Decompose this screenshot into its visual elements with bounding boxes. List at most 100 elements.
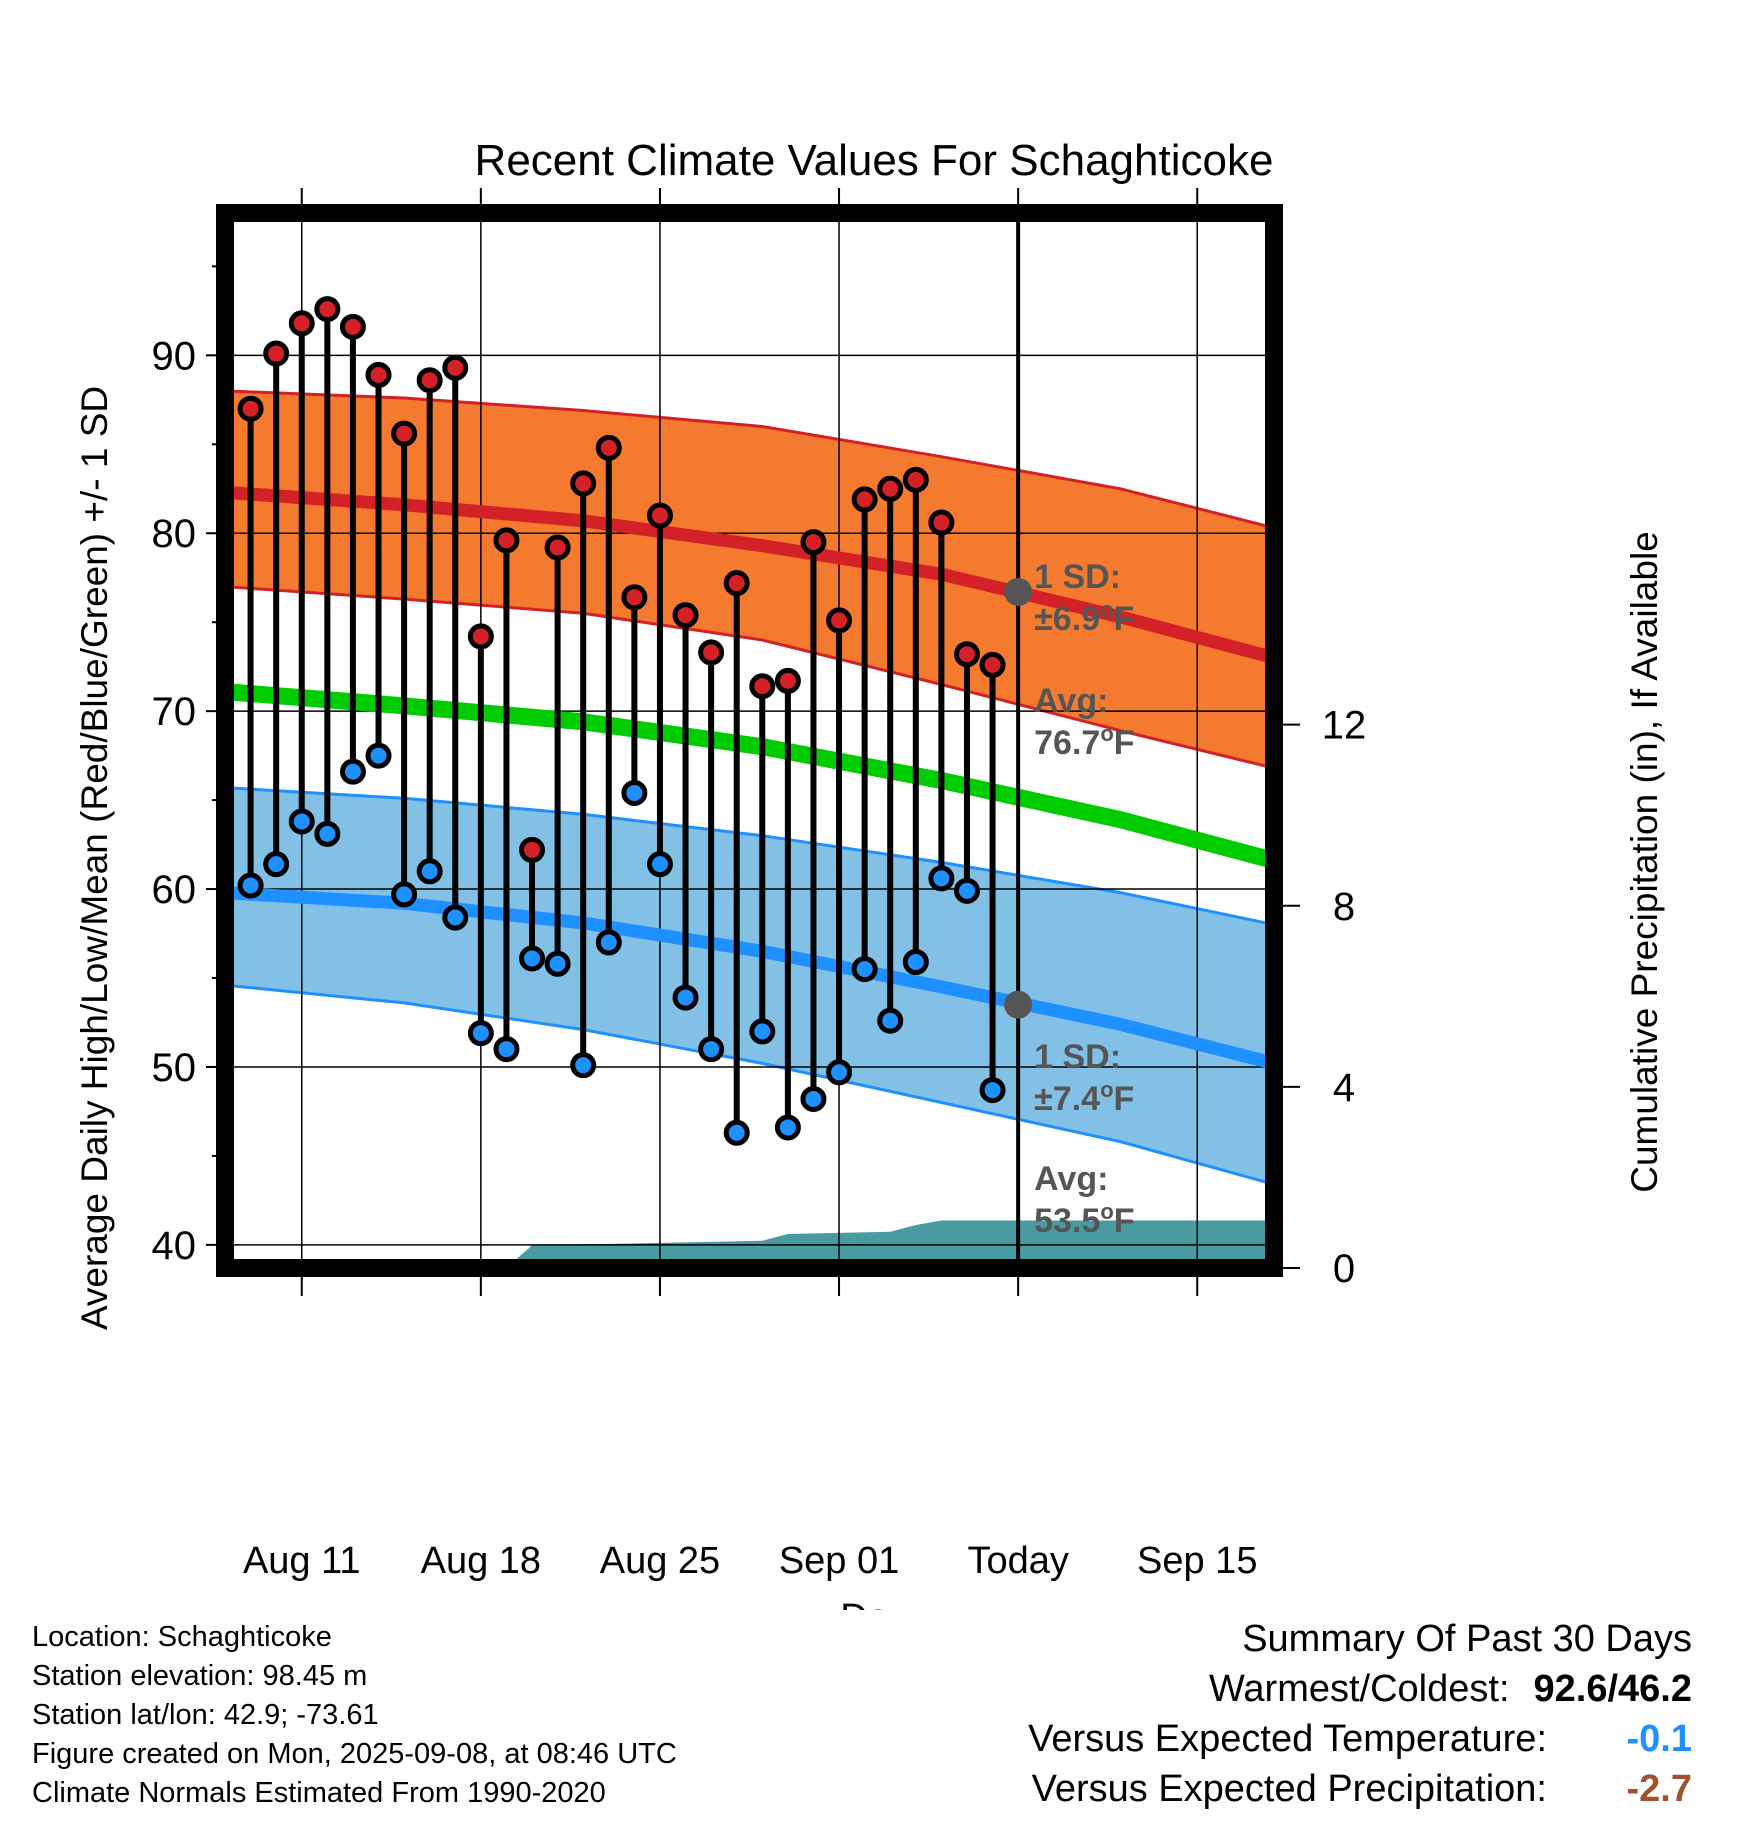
x-tick-label: Sep 15 bbox=[1137, 1540, 1257, 1582]
x-tick-label: Aug 25 bbox=[600, 1540, 720, 1582]
y-tick-label: 70 bbox=[152, 690, 197, 734]
high-avg-marker bbox=[1004, 577, 1033, 606]
summary-panel: Summary Of Past 30 Days Warmest/Coldest:… bbox=[892, 1618, 1692, 1818]
daily-high-point bbox=[902, 466, 929, 493]
daily-high-point bbox=[237, 395, 264, 422]
daily-high-point bbox=[953, 641, 980, 668]
normals-text: Climate Normals Estimated From 1990-2020 bbox=[32, 1777, 606, 1809]
daily-high-point bbox=[979, 651, 1006, 678]
summary-heading: Summary Of Past 30 Days bbox=[1242, 1618, 1692, 1660]
daily-high-point bbox=[263, 340, 290, 367]
y2-axis-label: Cumulative Precipitation (in), If Availa… bbox=[1624, 531, 1665, 1193]
daily-high-point bbox=[698, 639, 725, 666]
y2-tick-label: 12 bbox=[1322, 704, 1367, 748]
high-band-upper-edge bbox=[225, 389, 1274, 530]
x-tick-label: Sep 01 bbox=[779, 1540, 899, 1582]
high-sd-label: 1 SD: bbox=[1034, 558, 1121, 596]
chart-title: Recent Climate Values For Schaghticoke bbox=[475, 136, 1274, 185]
daily-high-point bbox=[928, 509, 955, 536]
daily-low-point bbox=[519, 945, 546, 972]
daily-high-point bbox=[493, 527, 520, 554]
daily-low-point bbox=[263, 851, 290, 878]
daily-high-point bbox=[851, 486, 878, 513]
latlon-text: Station lat/lon: 42.9; -73.61 bbox=[32, 1699, 379, 1731]
station-info: Location: Schaghticoke Station elevation… bbox=[32, 1618, 677, 1813]
y2-tick-label: 4 bbox=[1333, 1066, 1355, 1110]
low-avg-marker bbox=[1004, 990, 1033, 1019]
daily-high-point bbox=[339, 313, 366, 340]
daily-high-point bbox=[595, 434, 622, 461]
daily-low-point bbox=[595, 929, 622, 956]
daily-high-point bbox=[391, 420, 418, 447]
low-sd-value: ±7.4oF bbox=[1034, 1077, 1134, 1118]
daily-low-point bbox=[979, 1077, 1006, 1104]
daily-low-point bbox=[800, 1085, 827, 1112]
daily-low-point bbox=[749, 1018, 776, 1045]
daily-high-point bbox=[416, 367, 443, 394]
location-text: Location: Schaghticoke bbox=[32, 1621, 332, 1653]
daily-low-point bbox=[902, 948, 929, 975]
daily-low-point bbox=[851, 956, 878, 983]
daily-low-point bbox=[365, 742, 392, 769]
daily-low-point bbox=[877, 1007, 904, 1034]
daily-low-point bbox=[646, 851, 673, 878]
daily-low-point bbox=[339, 758, 366, 785]
daily-low-point bbox=[391, 881, 418, 908]
high-avg-value: 76.7oF bbox=[1034, 721, 1134, 762]
daily-low-point bbox=[826, 1059, 853, 1086]
precip-vs-expected-value: -2.7 bbox=[1626, 1768, 1692, 1810]
y-axis-label: Average Daily High/Low/Mean (Red/Blue/Gr… bbox=[74, 386, 115, 1330]
days-label-word: Days bbox=[1034, 1425, 1115, 1463]
daily-low-point bbox=[288, 808, 315, 835]
elevation-text: Station elevation: 98.45 m bbox=[32, 1660, 368, 1692]
plot-frame bbox=[216, 204, 1283, 1277]
daily-high-point bbox=[314, 296, 341, 323]
daily-low-point bbox=[953, 877, 980, 904]
daily-low-point bbox=[570, 1052, 597, 1079]
temp-vs-expected-value: -0.1 bbox=[1626, 1718, 1692, 1760]
daily-high-point bbox=[467, 623, 494, 650]
low-avg-value: 53.5oF bbox=[1034, 1199, 1134, 1240]
y-tick-label: 40 bbox=[152, 1224, 197, 1268]
daily-low-point bbox=[416, 858, 443, 885]
low-band-lower-edge bbox=[225, 983, 1274, 1186]
daily-high-point bbox=[877, 475, 904, 502]
high-avg-label: Avg: bbox=[1034, 682, 1108, 720]
y2-tick-label: 0 bbox=[1333, 1247, 1355, 1291]
daily-low-point bbox=[493, 1036, 520, 1063]
precip-vs-expected-label: Versus Expected Precipitation: bbox=[1031, 1768, 1547, 1810]
daily-low-point bbox=[774, 1114, 801, 1141]
low-sd-band bbox=[225, 787, 1274, 1185]
y-tick-label: 90 bbox=[152, 334, 197, 378]
climate-chart: Recent Climate Values For Schaghticoke 1… bbox=[74, 136, 1665, 1610]
daily-high-point bbox=[570, 470, 597, 497]
low-sd-label: 1 SD: bbox=[1034, 1038, 1121, 1076]
daily-low-point bbox=[698, 1036, 725, 1063]
y-tick-label: 60 bbox=[152, 868, 197, 912]
daily-low-point bbox=[544, 950, 571, 977]
daily-high-point bbox=[646, 502, 673, 529]
days-label-number: 30 bbox=[1034, 1382, 1072, 1420]
daily-high-point bbox=[749, 673, 776, 700]
x-axis-label: Day bbox=[840, 1597, 908, 1610]
y-tick-label: 50 bbox=[152, 1046, 197, 1090]
daily-high-point bbox=[800, 529, 827, 556]
x-tick-label: Aug 18 bbox=[421, 1540, 541, 1582]
daily-high-point bbox=[672, 602, 699, 629]
x-tick-label: Aug 11 bbox=[243, 1540, 361, 1582]
daily-high-point bbox=[442, 354, 469, 381]
high-sd-value: ±6.9oF bbox=[1034, 597, 1134, 638]
low-avg-label: Avg: bbox=[1034, 1160, 1108, 1198]
daily-high-point bbox=[723, 570, 750, 597]
daily-high-point bbox=[288, 310, 315, 337]
y2-tick-label: 8 bbox=[1333, 885, 1355, 929]
warmest-value: 92.6/46.2 bbox=[1533, 1668, 1692, 1710]
x-tick-label: Today bbox=[967, 1540, 1068, 1582]
daily-low-point bbox=[467, 1020, 494, 1047]
daily-low-point bbox=[928, 865, 955, 892]
high-sd-band bbox=[225, 390, 1274, 769]
daily-high-point bbox=[365, 361, 392, 388]
daily-high-point bbox=[519, 836, 546, 863]
